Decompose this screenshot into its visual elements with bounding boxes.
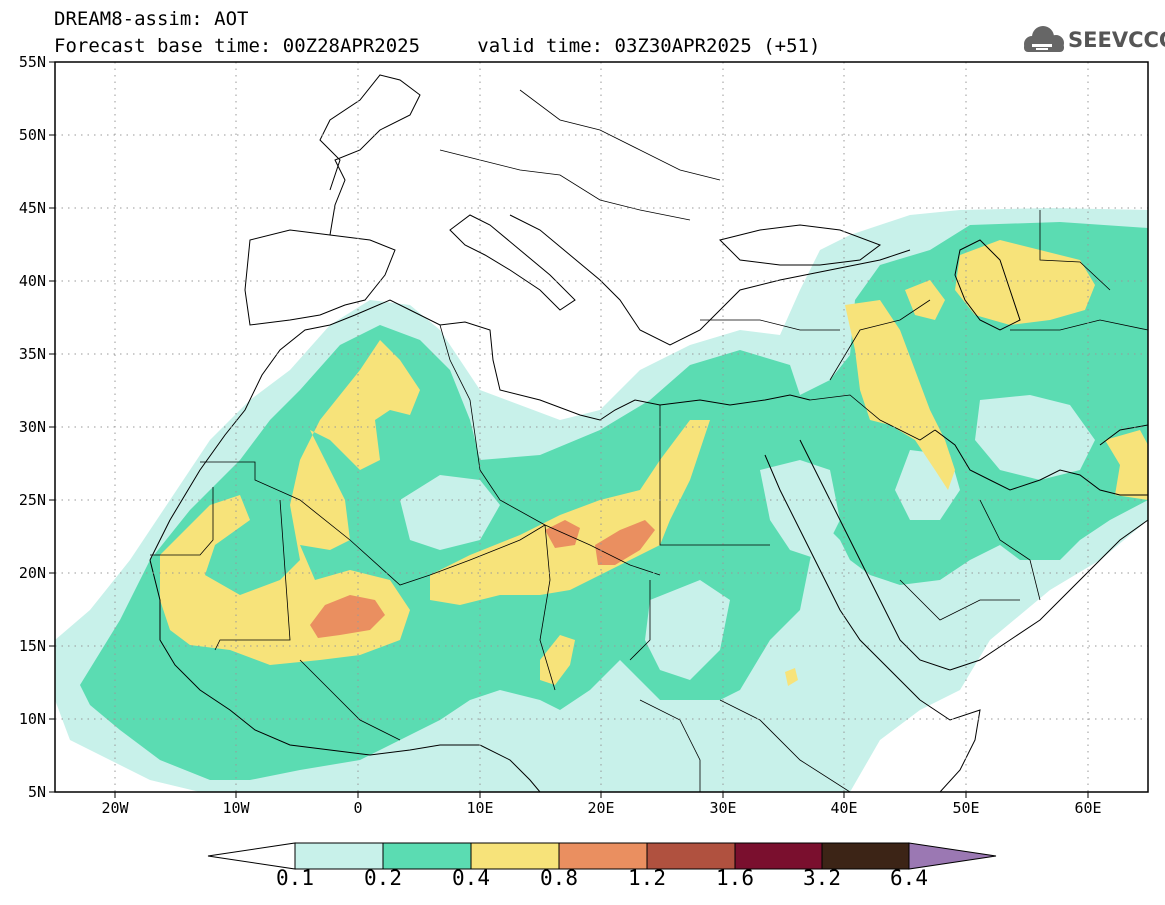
colorbar-label: 6.4 — [890, 866, 928, 890]
colorbar-high-arrow — [908, 842, 997, 870]
lon-labels: 20W 10W 0 10E 20E 30E 40E 50E 60E — [101, 799, 1101, 817]
colorbar-label: 0.8 — [540, 866, 578, 890]
border-line — [299, 659, 401, 741]
colorbar-label: 0.1 — [276, 866, 314, 890]
border-line — [829, 299, 931, 381]
lon-label: 30E — [709, 799, 736, 817]
coastline-arabia-south — [949, 519, 1148, 671]
aot-contour-0.4 — [785, 668, 798, 686]
aot-contour-0.8 — [595, 520, 655, 565]
colorbar-label: 1.2 — [628, 866, 666, 890]
aot-contour-0.4 — [430, 420, 710, 605]
lon-label: 20E — [587, 799, 614, 817]
border-line — [639, 699, 701, 792]
coastline-westafrica — [149, 559, 541, 792]
valid-time-label: valid time: 03Z30APR2025 (+51) — [477, 35, 821, 57]
lat-label: 25N — [19, 491, 46, 509]
coastline-balkans — [509, 214, 911, 346]
border-line — [200, 461, 661, 586]
lon-label: 10W — [222, 799, 250, 817]
coastline-northafrica-europe — [149, 299, 811, 561]
border-line — [214, 499, 291, 651]
coastline-iberia — [244, 229, 396, 326]
lat-label: 35N — [19, 345, 46, 363]
logo-text: SEEVCCC — [1068, 28, 1165, 52]
aot-contour-0.1-hole — [975, 395, 1095, 480]
lat-label: 50N — [19, 126, 46, 144]
colorbar-label: 1.6 — [716, 866, 754, 890]
border-line — [700, 319, 840, 331]
border-line — [629, 580, 651, 661]
colorbar-swatch — [558, 842, 648, 870]
lat-label: 15N — [19, 637, 46, 655]
border-line — [719, 699, 851, 792]
aot-contour-0.4 — [845, 300, 955, 490]
aot-contour-0.4 — [160, 340, 420, 665]
coastline-blacksea — [719, 224, 882, 266]
lon-label: 0 — [353, 799, 362, 817]
colorbar-label: 0.2 — [364, 866, 402, 890]
colorbar-swatch — [734, 842, 823, 870]
colorbar-label: 0.4 — [452, 866, 490, 890]
lat-label: 10N — [19, 710, 46, 728]
lat-label: 5N — [28, 783, 46, 801]
aot-contour-0.8 — [545, 520, 580, 548]
lon-label: 20W — [101, 799, 129, 817]
lat-label: 55N — [19, 53, 46, 71]
border-line — [539, 524, 556, 691]
country-borders — [150, 89, 1148, 792]
border-line — [150, 487, 214, 556]
aot-contour-0.1-hole — [400, 475, 500, 550]
aot-contour-0.1-hole — [645, 580, 730, 680]
lat-label: 20N — [19, 564, 46, 582]
coastline-redsea-east — [799, 439, 951, 671]
map-title: DREAM8-assim: AOT — [54, 8, 249, 30]
lat-label: 40N — [19, 272, 46, 290]
time-info: Forecast base time: 00Z28APR2025 valid t… — [54, 35, 820, 57]
logo — [1024, 26, 1064, 52]
colorbar-swatch — [470, 842, 560, 870]
colorbar — [207, 842, 997, 870]
aot-contour-0.4 — [1105, 430, 1148, 500]
colorbar-swatch — [646, 842, 736, 870]
border-line — [479, 469, 546, 526]
colorbar-label: 3.2 — [803, 866, 841, 890]
lat-label: 30N — [19, 418, 46, 436]
base-time-label: Forecast base time: 00Z28APR2025 — [54, 35, 421, 57]
lon-label: 40E — [830, 799, 857, 817]
border-line — [979, 499, 1041, 601]
border-line — [659, 405, 770, 546]
coastline-redsea — [764, 454, 921, 701]
aot-contour-0.4 — [540, 635, 575, 685]
border-line — [1039, 210, 1111, 291]
axis-ticks — [49, 61, 1089, 798]
cloud-icon — [1024, 26, 1064, 52]
coastline-italy — [449, 214, 576, 311]
aot-contour-0.1-hole — [760, 460, 840, 560]
lon-label: 60E — [1074, 799, 1101, 817]
aot-contour-0.8 — [310, 595, 385, 638]
coastline-caspian — [954, 239, 1021, 331]
coastlines — [149, 74, 1148, 792]
grid-lines — [55, 62, 1148, 792]
coastline-france-uk — [319, 74, 421, 236]
lon-label: 50E — [952, 799, 979, 817]
colorbar-swatch — [294, 842, 384, 870]
lat-labels: 55N 50N 45N 40N 35N 30N 25N 20N 15N 10N … — [19, 53, 46, 801]
border-line — [1010, 319, 1148, 331]
coastline-persian — [1099, 424, 1148, 446]
border-line — [809, 394, 936, 441]
border-line — [439, 324, 481, 471]
coastline-hornofafrica — [919, 699, 981, 792]
coastline-gulf — [934, 429, 1148, 496]
lon-label: 10E — [466, 799, 493, 817]
lat-label: 45N — [19, 199, 46, 217]
border-line — [899, 579, 1020, 621]
border-line — [519, 89, 721, 181]
colorbar-swatch — [821, 842, 910, 870]
